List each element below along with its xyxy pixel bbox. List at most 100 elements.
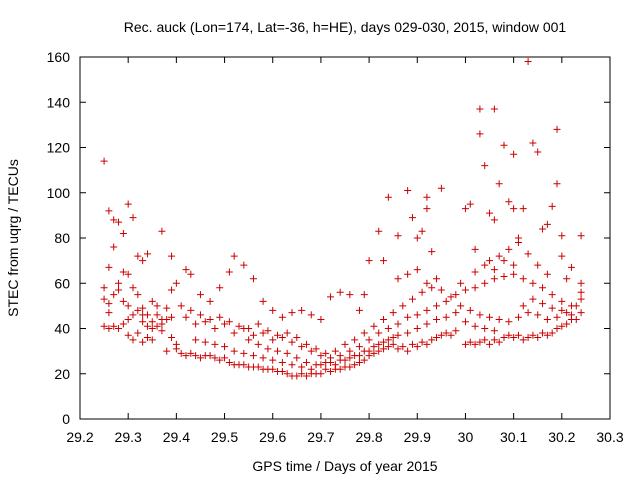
data-point — [225, 358, 233, 366]
data-point — [548, 304, 556, 312]
data-point — [278, 313, 286, 321]
data-point — [312, 361, 320, 369]
data-point — [476, 105, 484, 113]
data-point — [500, 257, 508, 265]
data-point — [216, 356, 224, 364]
y-tick-label: 80 — [54, 230, 70, 246]
data-point — [163, 347, 171, 355]
data-point — [418, 338, 426, 346]
y-tick-label: 0 — [62, 411, 70, 427]
data-point — [230, 347, 238, 355]
data-point — [404, 347, 412, 355]
data-point — [481, 162, 489, 170]
data-point — [302, 340, 310, 348]
data-point — [148, 336, 156, 344]
data-point — [110, 322, 118, 330]
data-point — [153, 311, 161, 319]
data-point — [341, 340, 349, 348]
data-point — [245, 325, 253, 332]
data-point — [404, 329, 412, 337]
data-point — [322, 365, 330, 373]
data-point — [543, 220, 551, 228]
data-point — [394, 275, 402, 283]
data-point — [148, 297, 156, 305]
data-point — [418, 288, 426, 296]
data-point — [293, 372, 301, 380]
data-point — [341, 356, 349, 364]
data-point — [119, 297, 127, 305]
data-point — [168, 334, 176, 342]
x-axis: 29.2 29.3 29.4 29.5 29.6 29.7 29.8 29.9 30 30.1 30… — [66, 57, 624, 445]
data-point — [539, 329, 547, 337]
data-point — [105, 325, 113, 332]
data-point — [192, 320, 200, 328]
data-point — [177, 302, 185, 310]
data-point — [196, 291, 204, 299]
data-point — [495, 180, 503, 188]
data-point — [221, 354, 229, 362]
data-point — [375, 227, 383, 235]
data-point — [389, 309, 397, 317]
data-point — [119, 320, 127, 328]
data-point — [336, 365, 344, 373]
data-point — [543, 315, 551, 323]
data-point — [336, 288, 344, 296]
data-point — [433, 334, 441, 342]
data-point — [129, 284, 137, 292]
data-point — [206, 297, 214, 305]
data-point — [394, 320, 402, 328]
data-point — [249, 352, 257, 360]
data-point — [100, 157, 108, 165]
data-point — [119, 229, 127, 237]
data-point — [269, 365, 277, 373]
data-point — [100, 295, 108, 303]
data-point — [115, 286, 123, 294]
data-point — [110, 243, 118, 251]
data-point — [418, 227, 426, 235]
data-point — [490, 266, 498, 274]
data-point — [437, 286, 445, 294]
data-point — [288, 338, 296, 346]
data-point — [486, 313, 494, 321]
data-point — [553, 325, 561, 332]
data-point — [163, 304, 171, 312]
data-point — [312, 345, 320, 353]
data-point — [375, 329, 383, 337]
data-point — [408, 214, 416, 222]
data-point — [269, 336, 277, 344]
data-point — [534, 311, 542, 319]
data-point — [481, 325, 489, 332]
data-point — [413, 234, 421, 242]
data-point — [351, 352, 359, 360]
data-point — [500, 334, 508, 342]
data-point — [168, 313, 176, 321]
data-point — [519, 205, 527, 213]
data-point — [177, 349, 185, 357]
data-point — [510, 205, 518, 213]
data-point — [563, 320, 571, 328]
data-point — [442, 297, 450, 305]
data-point — [201, 318, 209, 326]
data-point — [495, 338, 503, 346]
data-point — [211, 325, 219, 332]
data-point — [370, 322, 378, 330]
data-point — [360, 356, 368, 364]
data-point — [143, 334, 151, 342]
data-point — [134, 329, 142, 337]
data-point — [307, 347, 315, 355]
data-point — [346, 354, 354, 362]
data-point — [413, 311, 421, 319]
data-point — [461, 205, 469, 213]
data-point — [466, 338, 474, 346]
data-point — [370, 349, 378, 357]
data-point — [577, 288, 585, 296]
data-point — [110, 216, 118, 224]
data-point — [389, 340, 397, 348]
data-point — [572, 315, 580, 323]
data-point — [278, 367, 286, 375]
x-tick-label: 29.2 — [66, 429, 93, 445]
data-point — [567, 311, 575, 319]
data-point — [543, 331, 551, 339]
data-point — [471, 322, 479, 330]
y-tick-label: 60 — [54, 275, 70, 291]
